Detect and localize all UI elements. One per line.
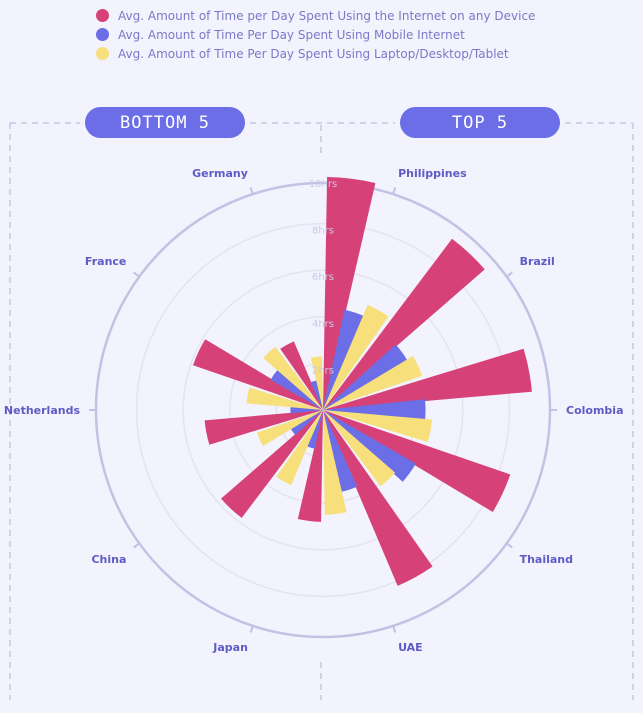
bar-wedge: [323, 410, 433, 443]
country-label: Colombia: [566, 404, 624, 417]
legend-item: Avg. Amount of Time Per Day Spent Using …: [96, 25, 535, 44]
bar-wedge: [323, 356, 423, 410]
bar-wedge: [276, 410, 323, 486]
top-5-pill: TOP 5: [400, 107, 560, 138]
bar-wedge: [306, 410, 323, 449]
bar-wedge: [290, 410, 323, 435]
country-label: Brazil: [520, 255, 555, 268]
bar-wedge: [246, 387, 323, 410]
category-tick: [505, 271, 513, 278]
bar-wedge: [323, 410, 396, 487]
bar-wedge: [323, 410, 416, 482]
bar-wedge: [263, 346, 323, 410]
radial-tick-label: 6hrs: [312, 272, 334, 283]
country-label: Netherlands: [4, 404, 81, 417]
bar-wedge: [323, 410, 433, 586]
bar-wedge: [323, 344, 408, 410]
grid-circle: [135, 222, 511, 598]
radial-tick-label: 4hrs: [312, 319, 334, 330]
category-tick: [249, 624, 255, 633]
bar-wedge: [280, 341, 323, 410]
bar-wedge: [323, 410, 358, 493]
bar-wedge: [256, 410, 323, 446]
bar-wedge: [323, 304, 389, 410]
country-label: UAE: [398, 641, 423, 654]
country-label: Japan: [212, 641, 248, 654]
bar-wedge: [323, 309, 365, 410]
radial-tick-label: 2hrs: [312, 365, 334, 376]
category-tick: [133, 271, 141, 278]
legend-label: Avg. Amount of Time per Day Spent Using …: [118, 8, 536, 23]
country-label: Thailand: [520, 553, 573, 566]
category-tick: [391, 187, 397, 196]
category-tick: [505, 542, 513, 549]
legend-swatch: [96, 47, 109, 60]
legend-item: Avg. Amount of Time per Day Spent Using …: [96, 6, 535, 25]
legend: Avg. Amount of Time per Day Spent Using …: [96, 6, 535, 63]
bar-wedge: [323, 410, 511, 512]
country-label: Germany: [192, 167, 248, 180]
legend-label: Avg. Amount of Time Per Day Spent Using …: [118, 27, 465, 42]
bar-wedge: [323, 348, 532, 410]
legend-label: Avg. Amount of Time Per Day Spent Using …: [118, 46, 509, 61]
bar-wedge: [204, 410, 323, 445]
grid-circle: [182, 269, 464, 551]
category-tick: [133, 542, 141, 549]
bar-wedge: [323, 238, 485, 410]
category-tick: [249, 187, 255, 196]
bar-wedge: [221, 410, 323, 518]
radial-tick-label: 10hrs: [309, 179, 337, 190]
legend-swatch: [96, 28, 109, 41]
country-label: France: [85, 255, 126, 268]
country-label: China: [91, 553, 126, 566]
bottom-5-pill: BOTTOM 5: [85, 107, 245, 138]
category-tick: [391, 624, 397, 633]
legend-item: Avg. Amount of Time Per Day Spent Using …: [96, 44, 535, 63]
bar-wedge: [310, 380, 323, 410]
radial-tick-label: 8hrs: [312, 226, 334, 237]
bar-wedge: [270, 369, 323, 410]
bar-wedge: [290, 406, 323, 414]
bar-wedge: [323, 399, 426, 421]
legend-swatch: [96, 9, 109, 22]
country-label: Philippines: [398, 167, 467, 180]
bar-wedge: [323, 410, 347, 515]
bar-wedge: [310, 356, 323, 410]
bar-wedge: [193, 339, 323, 410]
